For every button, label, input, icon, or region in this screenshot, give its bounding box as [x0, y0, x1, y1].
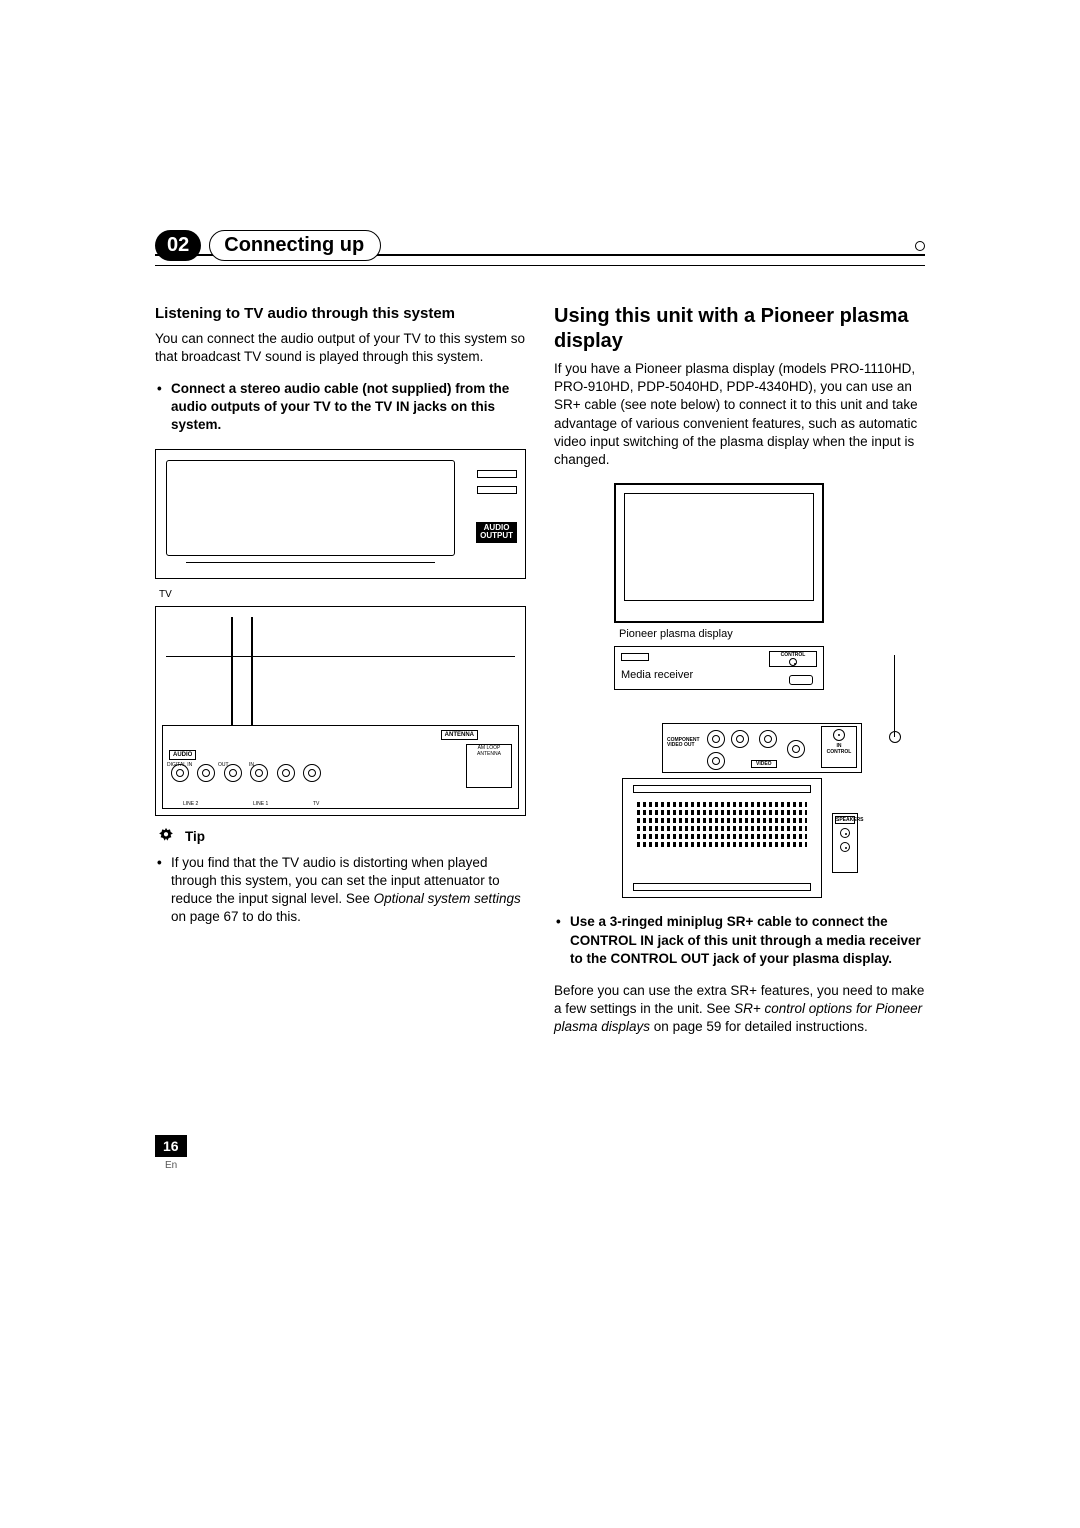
section-heading-tv-audio: Listening to TV audio through this syste…: [155, 304, 526, 324]
jack-ctrl-in: [833, 729, 845, 741]
plasma-caption: Pioneer plasma display: [619, 628, 733, 640]
system-back-diagram: AUDIO ANTENNA AM LOOP ANTENNA: [155, 606, 526, 816]
plasma-p2-post: on page 59 for detailed instructions.: [650, 1019, 868, 1034]
media-caption: Media receiver: [619, 669, 695, 681]
control-panel: CONTROL: [769, 651, 817, 667]
plasma-followup: Before you can use the extra SR+ feature…: [554, 982, 925, 1037]
page-number: 16: [155, 1135, 187, 1157]
section-heading-plasma: Using this unit with a Pioneer plasma di…: [554, 304, 925, 354]
speaker-terminals: SPEAKERS: [832, 813, 858, 873]
jack-y: [731, 730, 749, 748]
mr-port: [789, 675, 813, 685]
plasma-instruction: Use a 3-ringed miniplug SR+ cable to con…: [554, 913, 925, 968]
tip-header: Tip: [155, 826, 526, 848]
plasma-tv-outline: [614, 483, 824, 623]
lbl-in: IN: [249, 762, 254, 768]
vent-2: [637, 810, 807, 815]
figure-tv-connection: AUDIO OUTPUT TV AUDIO ANTENNA: [155, 449, 526, 816]
jack-tv-l: [277, 764, 295, 782]
top-shelf: [166, 617, 515, 657]
figure-plasma-connection: Pioneer plasma display CONTROL Media rec…: [554, 483, 925, 913]
tv-caption: TV: [159, 589, 526, 600]
vent-bot: [633, 883, 811, 891]
tip-text-italic: Optional system settings: [374, 891, 521, 906]
sr-cable: [894, 655, 896, 737]
tv-stand: [186, 562, 435, 568]
tv-screen-outline: [166, 460, 455, 556]
chapter-title-pill: Connecting up: [209, 230, 381, 261]
rca-plug-bottom: [477, 486, 517, 494]
jack-row: [169, 762, 448, 802]
cable-vert-l: [231, 617, 233, 725]
gear-icon: [155, 826, 177, 848]
rear-panel: AUDIO ANTENNA AM LOOP ANTENNA: [162, 725, 519, 809]
sr-plug: [889, 731, 901, 743]
page-language: En: [165, 1160, 177, 1171]
lbl-component: COMPONENT VIDEO OUT: [667, 738, 701, 748]
unit-back-panel: COMPONENT VIDEO OUT IN CONTROL VIDEO: [622, 723, 862, 903]
lbl-amloop: AM LOOP ANTENNA: [467, 745, 511, 757]
plasma-intro: If you have a Pioneer plasma display (mo…: [554, 360, 925, 469]
cable-vert-r: [251, 617, 253, 725]
chapter-header: 02 Connecting up: [155, 230, 925, 266]
right-column: Using this unit with a Pioneer plasma di…: [554, 304, 925, 1051]
mr-slot: [621, 653, 649, 661]
lbl-video-box: VIDEO: [751, 760, 777, 768]
vent-1: [637, 802, 807, 807]
lbl-tv-jacks: TV: [313, 801, 319, 807]
tv-diagram: AUDIO OUTPUT: [155, 449, 526, 579]
media-receiver-box: CONTROL: [614, 646, 824, 690]
ctrl-jack: [789, 658, 797, 666]
vent-4: [637, 826, 807, 831]
lbl-digitalin: DIGITAL IN: [167, 762, 192, 768]
rca-plug-top: [477, 470, 517, 478]
jack-video: [759, 730, 777, 748]
antenna-block: AM LOOP ANTENNA: [466, 744, 512, 788]
spk-jack-1: [840, 828, 850, 838]
spk-jack-2: [840, 842, 850, 852]
lbl-line2: LINE 2: [183, 801, 198, 807]
page-content: 02 Connecting up Listening to TV audio t…: [155, 230, 925, 1051]
lbl-line1: LINE 1: [253, 801, 268, 807]
tip-label: Tip: [185, 829, 205, 844]
jack-pr: [707, 752, 725, 770]
control-in-box: IN CONTROL: [821, 726, 857, 768]
two-column-layout: Listening to TV audio through this syste…: [155, 304, 925, 1051]
audio-output-label: AUDIO OUTPUT: [476, 522, 517, 544]
jack-tv-r: [303, 764, 321, 782]
lbl-ctrl2: CONTROL: [822, 749, 856, 755]
vent-5: [637, 834, 807, 839]
lbl-out: OUT: [218, 762, 229, 768]
jack-svideo: [787, 740, 805, 758]
left-column: Listening to TV audio through this syste…: [155, 304, 526, 1051]
lbl-antenna: ANTENNA: [441, 730, 478, 740]
plasma-screen: [624, 493, 814, 601]
jack-out: [197, 764, 215, 782]
bp-video-section: COMPONENT VIDEO OUT IN CONTROL VIDEO: [662, 723, 862, 773]
tip-body: If you find that the TV audio is distort…: [155, 854, 526, 927]
lbl-audio: AUDIO: [169, 750, 196, 760]
chapter-title: Connecting up: [224, 234, 364, 256]
bp-speaker-section: [622, 778, 822, 898]
lbl-speakers: SPEAKERS: [835, 816, 855, 824]
tip-text-post: on page 67 to do this.: [171, 909, 301, 924]
header-end-cap: [915, 241, 925, 251]
tv-audio-intro: You can connect the audio output of your…: [155, 330, 526, 366]
chapter-number-badge: 02: [155, 230, 201, 261]
vent-6: [637, 842, 807, 847]
vent-top: [633, 785, 811, 793]
tv-audio-instruction: Connect a stereo audio cable (not suppli…: [155, 380, 526, 435]
vent-3: [637, 818, 807, 823]
jack-pb: [707, 730, 725, 748]
